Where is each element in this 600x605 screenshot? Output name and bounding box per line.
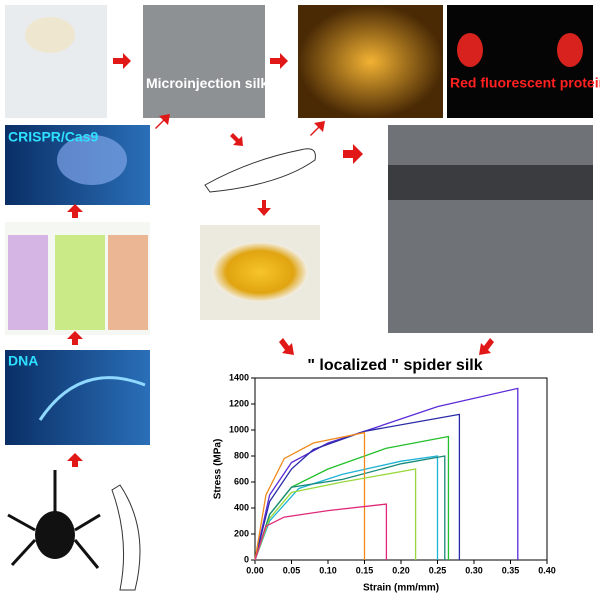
x-tick-label: 0.15	[356, 565, 374, 575]
y-tick-label: 400	[234, 502, 249, 512]
curve	[254, 503, 388, 561]
curve	[254, 413, 461, 561]
y-tick-label: 1400	[229, 372, 249, 382]
glow	[457, 33, 483, 67]
cocoon	[212, 242, 308, 302]
helix	[8, 235, 48, 330]
y-tick-label: 800	[234, 450, 249, 460]
x-tick-label: 0.30	[465, 565, 483, 575]
x-tick-label: 0.05	[283, 565, 301, 575]
y-tick-label: 200	[234, 528, 249, 538]
silkworm-drawing	[111, 484, 141, 591]
helix-strand	[38, 376, 146, 421]
y-tick-label: 600	[234, 476, 249, 486]
y-tick-label: 0	[244, 554, 249, 564]
arrows	[67, 53, 494, 467]
crispr-label: CRISPR/Cas9	[8, 129, 98, 145]
beta-sheets	[55, 235, 105, 330]
y-tick-label: 1000	[229, 424, 249, 434]
curve	[254, 431, 366, 561]
microinjection-photo	[143, 5, 265, 118]
x-tick-label: 0.00	[246, 565, 264, 575]
microinjection-label: Microinjection silkworm eggs	[146, 75, 342, 91]
roller	[388, 165, 593, 200]
x-tick-label: 0.40	[538, 565, 556, 575]
silkworm-drawing	[204, 148, 316, 193]
curve	[254, 435, 450, 561]
y-axis-label: Stress (MPa)	[213, 439, 224, 500]
eye-photo	[298, 5, 443, 118]
x-tick-label: 0.10	[319, 565, 337, 575]
spinning-photo	[388, 125, 593, 333]
x-tick-label: 0.25	[429, 565, 447, 575]
x-tick-label: 0.20	[392, 565, 410, 575]
chart-title: " localized " spider silk	[307, 357, 482, 374]
y-tick-label: 1200	[229, 398, 249, 408]
dna-panel	[5, 350, 150, 445]
x-axis-label: Strain (mm/mm)	[363, 583, 439, 594]
spider	[7, 470, 101, 569]
fluorescent-label: Red fluorescent protein report	[450, 75, 600, 91]
moth	[25, 17, 75, 53]
helix	[108, 235, 148, 330]
dna-label: DNA	[8, 353, 38, 369]
x-tick-label: 0.35	[502, 565, 520, 575]
glow	[557, 33, 583, 67]
curve	[254, 468, 417, 561]
curve	[254, 455, 446, 561]
cas9	[57, 135, 127, 185]
plot-frame	[254, 377, 548, 561]
chart: " localized " spider silk Stress (MPa) S…	[213, 357, 556, 593]
curve	[254, 455, 439, 561]
